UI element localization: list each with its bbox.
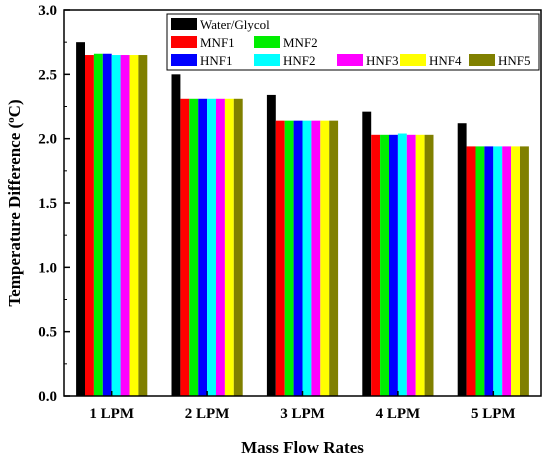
x-tick-label: 5 LPM bbox=[471, 406, 516, 422]
bar-hnf4-4-lpm bbox=[415, 134, 425, 396]
bar-hnf4-3-lpm bbox=[320, 120, 330, 397]
y-axis-title-superscript: o bbox=[5, 117, 17, 123]
bar-hnf3-5-lpm bbox=[502, 146, 512, 396]
legend-swatch-hnf1 bbox=[171, 54, 197, 66]
x-axis-title: Mass Flow Rates bbox=[241, 438, 364, 457]
legend-label-hnf5: HNF5 bbox=[498, 53, 531, 68]
y-tick-label: 1.5 bbox=[38, 196, 57, 212]
bar-mnf1-5-lpm bbox=[466, 146, 476, 396]
x-tick-label: 3 LPM bbox=[280, 406, 325, 422]
bar-hnf1-1-lpm bbox=[102, 53, 112, 396]
bar-hnf5-4-lpm bbox=[424, 134, 434, 396]
x-tick-label: 2 LPM bbox=[185, 406, 230, 422]
y-axis-title: Temperature Difference (oC) bbox=[5, 99, 24, 306]
bar-water-glycol-4-lpm bbox=[362, 111, 372, 397]
bar-hnf4-5-lpm bbox=[511, 146, 520, 396]
legend: Water/Glycol MNF1 MNF2 HNF1 HNF2 HNF3 HNF4 HNF5 bbox=[166, 13, 540, 71]
bar-hnf2-3-lpm bbox=[302, 120, 312, 397]
bar-hnf5-2-lpm bbox=[233, 98, 243, 396]
y-axis-title-main: Temperature Difference ( bbox=[5, 122, 24, 306]
bar-mnf2-3-lpm bbox=[284, 120, 294, 397]
legend-swatch-hnf5 bbox=[469, 54, 495, 66]
bar-mnf1-3-lpm bbox=[275, 120, 285, 397]
y-axis-title-unit: C) bbox=[5, 99, 24, 117]
bar-hnf3-4-lpm bbox=[406, 134, 416, 396]
bar-mnf1-1-lpm bbox=[85, 55, 94, 396]
bar-mnf1-4-lpm bbox=[371, 134, 381, 396]
bar-hnf3-2-lpm bbox=[216, 98, 225, 396]
bar-hnf2-5-lpm bbox=[493, 146, 503, 396]
legend-swatch-mnf1 bbox=[171, 36, 197, 48]
y-tick-label: 2.5 bbox=[38, 67, 57, 83]
bar-mnf1-2-lpm bbox=[180, 98, 190, 396]
bar-mnf2-2-lpm bbox=[189, 98, 199, 396]
bar-hnf1-5-lpm bbox=[484, 146, 494, 396]
bar-hnf5-1-lpm bbox=[138, 55, 148, 396]
bar-water-glycol-1-lpm bbox=[76, 42, 85, 397]
bar-hnf4-1-lpm bbox=[129, 55, 139, 396]
legend-label-hnf2: HNF2 bbox=[283, 53, 316, 68]
legend-swatch-mnf2 bbox=[254, 36, 280, 48]
bar-hnf5-3-lpm bbox=[329, 120, 339, 397]
y-tick-label: 2.0 bbox=[38, 132, 57, 148]
y-tick-label: 1.0 bbox=[38, 260, 57, 276]
y-tick-label: 0.0 bbox=[38, 389, 57, 405]
legend-swatch-hnf4 bbox=[400, 54, 426, 66]
bar-hnf5-5-lpm bbox=[520, 146, 529, 396]
bar-hnf3-3-lpm bbox=[311, 120, 321, 397]
legend-swatch-hnf3 bbox=[337, 54, 363, 66]
x-tick-label: 4 LPM bbox=[376, 406, 421, 422]
bar-mnf2-4-lpm bbox=[380, 134, 389, 396]
x-axis: 1 LPM 2 LPM 3 LPM 4 LPM 5 LPM bbox=[89, 391, 516, 422]
bar-hnf1-3-lpm bbox=[293, 120, 303, 397]
bar-water-glycol-5-lpm bbox=[457, 123, 467, 396]
bar-hnf2-4-lpm bbox=[397, 133, 407, 396]
bar-hnf4-2-lpm bbox=[224, 98, 234, 396]
bar-mnf2-1-lpm bbox=[93, 53, 103, 396]
y-axis: 0.0 0.5 1.0 1.5 2.0 2.5 3.0 bbox=[38, 3, 70, 405]
bar-water-glycol-3-lpm bbox=[266, 94, 276, 397]
bar-hnf1-4-lpm bbox=[389, 134, 398, 396]
x-tick-label: 1 LPM bbox=[89, 406, 134, 422]
bar-hnf2-2-lpm bbox=[207, 98, 216, 396]
legend-label-water-glycol: Water/Glycol bbox=[200, 17, 270, 32]
bar-mnf2-5-lpm bbox=[475, 146, 485, 396]
y-tick-label: 3.0 bbox=[38, 3, 57, 19]
legend-label-hnf4: HNF4 bbox=[429, 53, 462, 68]
legend-label-hnf1: HNF1 bbox=[200, 53, 233, 68]
legend-swatch-hnf2 bbox=[254, 54, 280, 66]
bar-hnf3-1-lpm bbox=[120, 55, 130, 396]
legend-label-mnf1: MNF1 bbox=[200, 35, 235, 50]
bar-hnf2-1-lpm bbox=[111, 55, 121, 396]
legend-label-mnf2: MNF2 bbox=[283, 35, 318, 50]
legend-label-hnf3: HNF3 bbox=[366, 53, 399, 68]
bar-hnf1-2-lpm bbox=[198, 98, 208, 396]
y-tick-label: 0.5 bbox=[38, 325, 57, 341]
bars-group bbox=[76, 42, 529, 397]
bar-water-glycol-2-lpm bbox=[171, 74, 181, 396]
legend-swatch-water-glycol bbox=[171, 18, 197, 30]
